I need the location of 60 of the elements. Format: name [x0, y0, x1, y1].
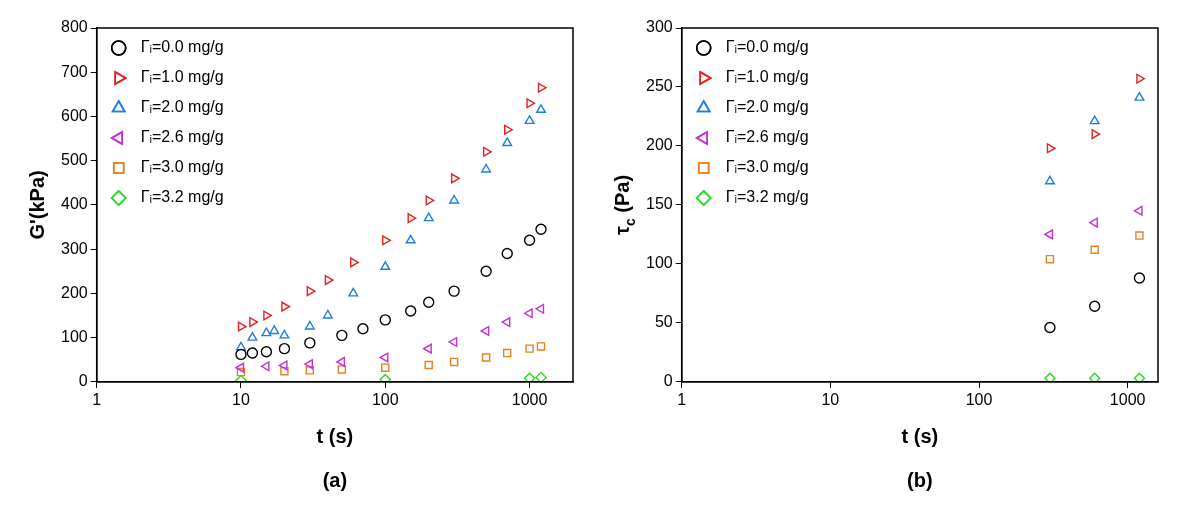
y-tick-label: 100	[60, 327, 88, 345]
x-axis-title: t (s)	[316, 425, 354, 448]
point	[1133, 205, 1143, 216]
point	[1136, 73, 1146, 84]
point	[1044, 229, 1054, 240]
y-axis-title: G'(kPa)	[26, 170, 49, 240]
y-tick-label: 100	[645, 254, 673, 272]
y-tick-label: 300	[645, 18, 673, 36]
point	[1045, 254, 1055, 264]
legend-label: Γᵢ=3.2 mg/g	[725, 188, 809, 206]
x-tick-label: 10	[821, 390, 840, 408]
y-tick-label: 200	[60, 283, 88, 301]
point	[1044, 321, 1056, 334]
y-tick-label: 250	[645, 77, 673, 95]
y-tick-label: 800	[60, 18, 88, 36]
point	[1133, 272, 1146, 284]
legend-label: Γᵢ=0.0 mg/g	[140, 38, 224, 56]
point	[1133, 372, 1146, 382]
x-tick-label: 1	[92, 390, 102, 408]
y-axis-title: τc (Pa)	[611, 174, 638, 235]
x-tick-label: 1000	[511, 390, 548, 408]
x-tick-label: 100	[371, 390, 399, 408]
y-tick-label: 0	[663, 372, 673, 390]
legend-label: Γᵢ=3.2 mg/g	[140, 188, 224, 206]
legend-label: Γᵢ=2.6 mg/g	[725, 128, 809, 146]
point	[1044, 372, 1056, 382]
text: (b)	[907, 469, 933, 492]
legend-label: Γᵢ=2.6 mg/g	[140, 128, 224, 146]
y-tick-label: 50	[654, 313, 673, 331]
legend-label: Γᵢ=3.0 mg/g	[725, 158, 809, 176]
y-tick-label: 150	[645, 195, 673, 213]
point	[1090, 245, 1099, 254]
point	[1046, 143, 1056, 154]
y-tick-label: 400	[60, 195, 88, 213]
x-axis-title: t (s)	[901, 425, 939, 448]
legend-label: Γᵢ=3.0 mg/g	[140, 158, 224, 176]
x-tick-label: 10	[232, 390, 250, 408]
y-tick-label: 500	[60, 151, 88, 169]
legend-label: Γᵢ=1.0 mg/g	[140, 68, 224, 86]
x-tick-label: 1000	[1109, 390, 1146, 408]
point	[1088, 372, 1101, 382]
y-tick-label: 200	[645, 136, 673, 154]
point	[1088, 217, 1098, 228]
x-tick-label: 1	[677, 390, 687, 408]
point	[1135, 231, 1144, 240]
y-tick-label: 700	[60, 62, 88, 80]
point	[1088, 300, 1101, 313]
legend-label: Γᵢ=2.0 mg/g	[140, 98, 224, 116]
text: (a)	[322, 469, 348, 492]
point	[1091, 129, 1101, 140]
x-tick-label: 100	[965, 390, 993, 408]
y-tick-label: 0	[78, 372, 88, 390]
y-tick-label: 300	[60, 239, 88, 257]
point	[1044, 175, 1055, 185]
point	[1134, 91, 1145, 101]
legend-label: Γᵢ=2.0 mg/g	[725, 98, 809, 116]
legend-label: Γᵢ=0.0 mg/g	[725, 38, 809, 56]
point	[1089, 115, 1100, 125]
legend-label: Γᵢ=1.0 mg/g	[725, 68, 809, 86]
y-tick-label: 600	[60, 106, 88, 124]
